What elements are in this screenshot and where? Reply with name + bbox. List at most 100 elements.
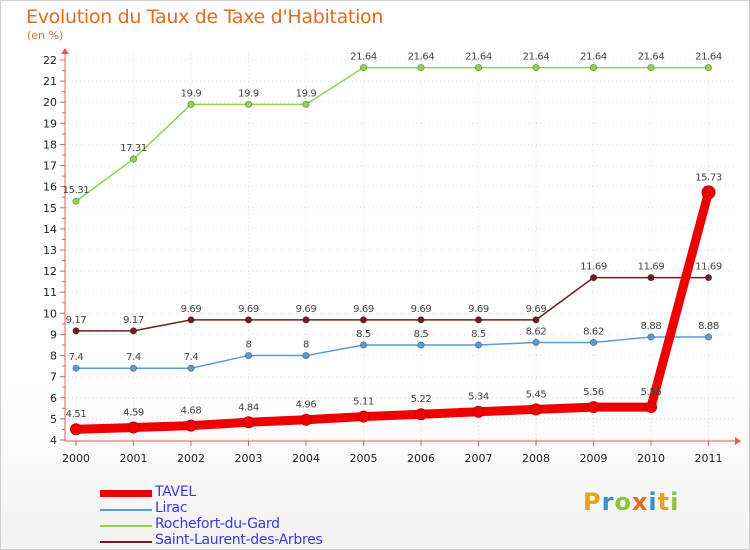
- data-point: [359, 341, 368, 349]
- y-tick-label: 18: [43, 138, 57, 151]
- data-point: [645, 401, 657, 414]
- series-line-lirac: [75, 336, 710, 369]
- data-point: [701, 185, 716, 200]
- x-tick-label: 2008: [522, 452, 550, 465]
- data-label: 4.96: [296, 400, 317, 411]
- data-point: [185, 419, 197, 432]
- data-label: 21.64: [408, 52, 435, 63]
- data-point: [302, 100, 310, 108]
- data-point: [647, 274, 655, 282]
- x-tick-label: 2010: [637, 452, 665, 465]
- series-lines: [70, 64, 716, 436]
- data-point: [72, 197, 80, 205]
- data-label: 8.5: [414, 329, 429, 340]
- data-point: [300, 413, 312, 426]
- data-point: [587, 401, 600, 414]
- y-axis-arrow: [61, 48, 69, 54]
- data-label: 9.69: [296, 304, 317, 315]
- data-point: [359, 64, 368, 72]
- data-point: [417, 316, 425, 324]
- y-tick-label: 6: [50, 392, 57, 405]
- data-point: [647, 333, 655, 341]
- data-label: 15.31: [63, 185, 90, 196]
- data-label: 7.4: [184, 352, 199, 363]
- data-point: [359, 316, 368, 324]
- data-label: 9.69: [411, 304, 432, 315]
- data-point: [187, 364, 195, 372]
- data-label: 21.64: [580, 52, 607, 63]
- data-point: [704, 274, 713, 282]
- data-point: [129, 364, 138, 372]
- data-point: [532, 316, 540, 324]
- data-label: 19.9: [238, 88, 259, 99]
- data-label: 5.22: [411, 394, 432, 405]
- data-label: 7.4: [126, 352, 141, 363]
- x-tick-label: 2004: [292, 452, 320, 465]
- data-point: [474, 316, 483, 324]
- data-label: 9.69: [181, 304, 202, 315]
- data-label: 4.68: [181, 406, 202, 417]
- data-point: [647, 64, 655, 72]
- data-label: 4.59: [123, 408, 144, 419]
- data-point: [589, 338, 598, 347]
- y-tick-label: 21: [43, 75, 57, 88]
- data-label: 9.17: [123, 315, 144, 326]
- series-line-saint-laurent-des-arbres: [75, 276, 710, 332]
- data-label: 19.9: [181, 88, 202, 99]
- grid-lines: [64, 54, 735, 441]
- data-point: [72, 364, 80, 372]
- data-label: 4.84: [238, 402, 259, 413]
- data-point: [532, 64, 540, 72]
- data-point: [187, 100, 195, 108]
- data-point: [474, 341, 483, 349]
- data-label: 8: [246, 340, 252, 351]
- legend-label: Rochefort-du-Gard: [155, 516, 280, 532]
- legend-swatch: [100, 509, 152, 511]
- y-tick-label: 14: [43, 223, 57, 236]
- data-label: 21.64: [523, 52, 550, 63]
- y-tick-label: 7: [50, 371, 57, 384]
- x-tick-label: 2009: [580, 452, 608, 465]
- data-point: [589, 64, 598, 72]
- data-label: 9.69: [526, 304, 547, 315]
- data-label: 9.17: [66, 315, 87, 326]
- data-point: [242, 416, 255, 429]
- data-point: [129, 327, 138, 335]
- data-point: [244, 316, 253, 324]
- y-tick-label: 16: [43, 181, 57, 194]
- data-point: [474, 64, 483, 72]
- y-tick-label: 22: [43, 54, 57, 67]
- data-point: [72, 327, 80, 335]
- data-label: 11.69: [580, 262, 607, 273]
- x-tick-label: 2005: [350, 452, 378, 465]
- x-tick-label: 2002: [177, 452, 205, 465]
- data-point: [417, 341, 425, 349]
- axes: 4 5 6 7 8 9 10 11 12 13 14 15 16 17 18 19 20 21 22 2000 2001…: [43, 48, 741, 465]
- data-label: 11.69: [695, 262, 722, 273]
- data-label: 9.69: [468, 304, 489, 315]
- data-label: 17.31: [120, 143, 147, 154]
- y-tick-label: 8: [50, 350, 57, 363]
- data-labels: 15.31 17.31 19.9 19.9 19.9 21.64 21.64 21.64 21.…: [63, 52, 723, 421]
- legend-label: Saint-Laurent-des-Arbres: [155, 532, 323, 548]
- data-label: 21.64: [638, 52, 665, 63]
- data-point: [415, 408, 427, 421]
- legend-swatch: [100, 525, 152, 527]
- y-tick-label: 17: [43, 160, 57, 173]
- data-point: [589, 274, 598, 282]
- y-tick-label: 20: [43, 96, 57, 109]
- series-line-tavel: [71, 187, 713, 434]
- data-point: [302, 316, 310, 324]
- chart-title: Evolution du Taux de Taxe d'Habitation: [26, 6, 384, 28]
- data-label: 5.56: [583, 387, 604, 398]
- legend-swatch: [100, 490, 152, 497]
- data-label: 8.5: [356, 329, 371, 340]
- data-label: 7.4: [69, 352, 84, 363]
- data-point: [244, 351, 253, 360]
- data-label: 5.56: [641, 387, 662, 398]
- y-tick-label: 12: [43, 265, 57, 278]
- data-point: [472, 405, 485, 418]
- data-point: [302, 351, 310, 360]
- data-label: 5.11: [353, 397, 374, 408]
